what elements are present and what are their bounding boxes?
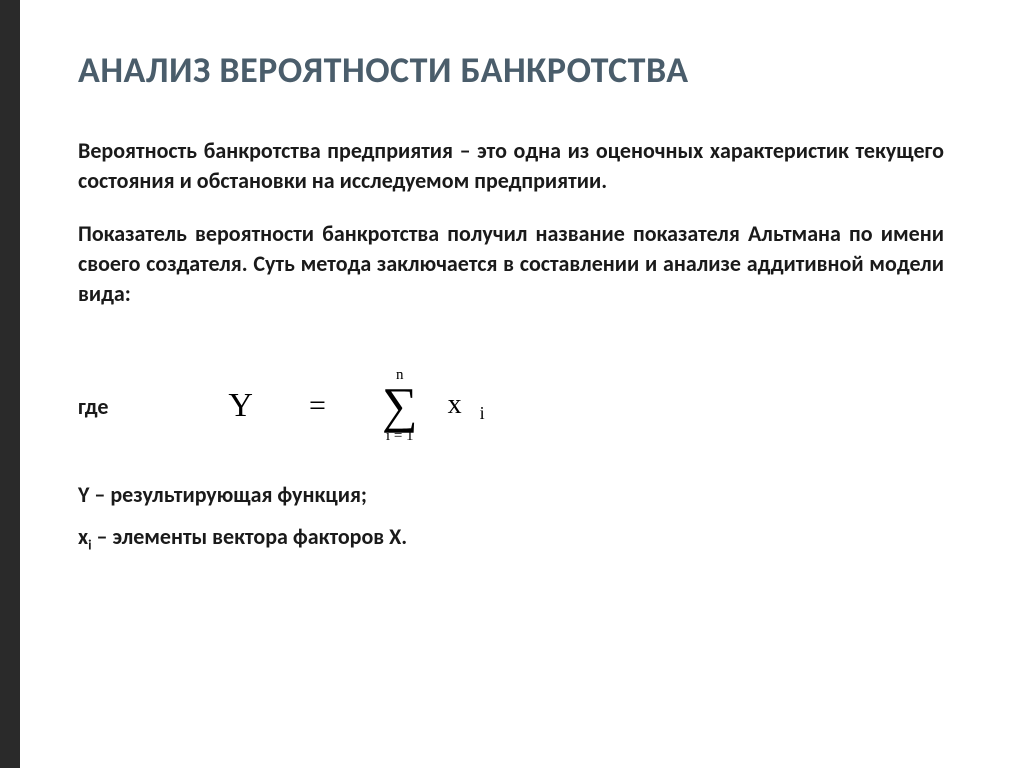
summand-sub-i: i xyxy=(480,403,485,423)
definitions-block: Y – результирующая функция; xi – элемент… xyxy=(78,474,944,559)
summand-x: x xyxy=(448,389,462,420)
def-y: Y – результирующая функция; xyxy=(78,474,944,516)
left-accent-stripe xyxy=(0,0,20,768)
sigma-icon: ∑ xyxy=(382,385,418,425)
formula-row: где Y = n ∑ i = 1 xi xyxy=(78,368,944,444)
where-label: где xyxy=(78,393,108,420)
equals-sign: = xyxy=(309,389,326,423)
slide-title: АНАЛИЗ ВЕРОЯТНОСТИ БАНКРОТСТВА xyxy=(78,48,944,92)
summand: xi xyxy=(448,389,485,425)
def-xi: xi – элементы вектора факторов X. xyxy=(78,516,944,559)
sum-lower-limit: i = 1 xyxy=(386,429,414,444)
def-xi-x: x xyxy=(78,523,88,550)
formula: Y = n ∑ i = 1 xi xyxy=(228,368,484,444)
paragraph-definition: Вероятность банкротства предприятия – эт… xyxy=(78,136,944,195)
summation-block: n ∑ i = 1 xyxy=(382,368,418,444)
slide-content: АНАЛИЗ ВЕРОЯТНОСТИ БАНКРОТСТВА Вероятнос… xyxy=(0,0,1024,599)
formula-lhs: Y xyxy=(228,387,253,425)
paragraph-altman: Показатель вероятности банкротства получ… xyxy=(78,219,944,308)
def-xi-rest: – элементы вектора факторов X. xyxy=(92,523,408,550)
